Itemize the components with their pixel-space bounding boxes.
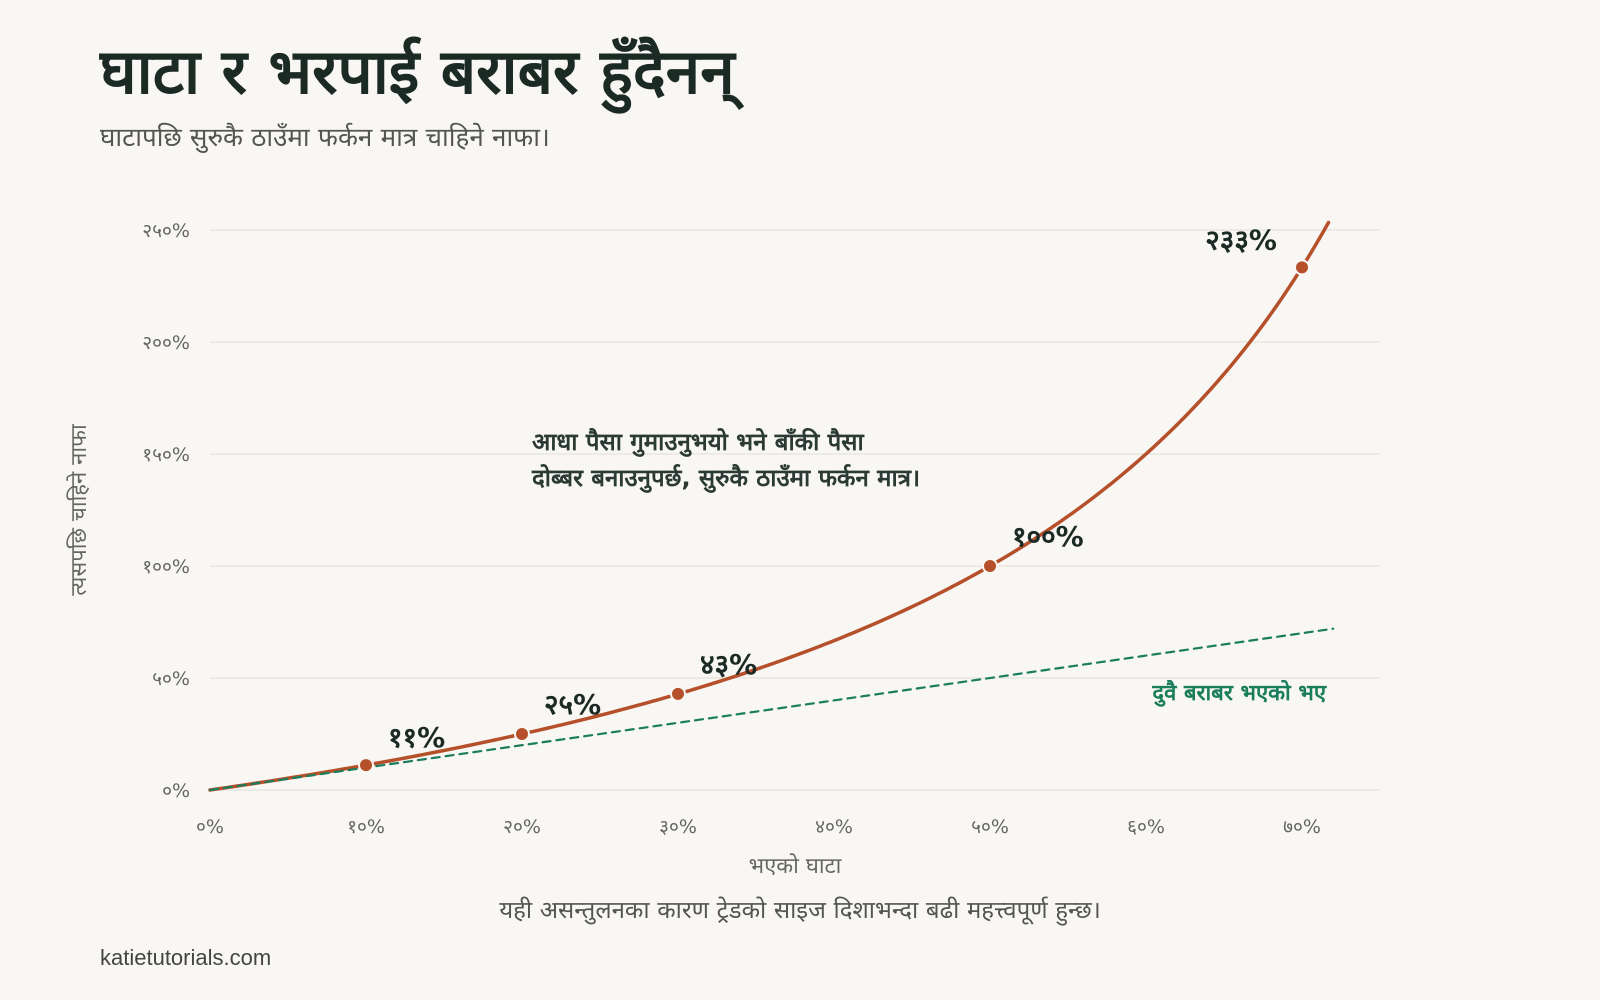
- series-line-required-gain: [208, 220, 1331, 792]
- data-label: २५%: [544, 688, 601, 721]
- y-tick-labels: ०% ५०% १००% १५०% २००% २५०%: [142, 220, 190, 802]
- x-tick-label: ०%: [196, 816, 224, 838]
- x-tick-label: १०%: [347, 816, 385, 838]
- x-tick-label: ७०%: [1283, 816, 1321, 838]
- data-label: २३३%: [1205, 223, 1277, 256]
- credit-link[interactable]: katietutorials.com: [100, 945, 272, 970]
- y-tick-label: २००%: [142, 332, 190, 354]
- page-title: घाटा र भरपाई बराबर हुँदैनन्: [100, 35, 735, 108]
- y-axis-label: त्यसपछि चाहिने नाफा: [66, 424, 92, 596]
- data-points: [358, 259, 1310, 774]
- footnote: यही असन्तुलनका कारण ट्रेडको साइज दिशाभन्…: [499, 896, 1101, 924]
- x-tick-label: ६०%: [1127, 816, 1165, 838]
- data-labels: ११% २५% ४३% १००% २३३%: [388, 223, 1277, 754]
- annotation-line: दोब्बर बनाउनुपर्छ, सुरुकै ठाउँमा फर्कन म…: [531, 464, 920, 493]
- data-point: [670, 685, 686, 702]
- y-tick-label: १५०%: [142, 444, 190, 466]
- x-tick-label: ३०%: [659, 816, 697, 838]
- data-point: [1294, 259, 1310, 276]
- x-tick-label: २०%: [503, 816, 541, 838]
- y-tick-label: १००%: [142, 556, 190, 578]
- series-lines: [208, 220, 1335, 792]
- chart-annotation: आधा पैसा गुमाउनुभयो भने बाँकी पैसा दोब्बर…: [531, 428, 920, 493]
- data-point: [982, 558, 998, 574]
- data-point: [514, 726, 530, 742]
- y-tick-label: ५०%: [152, 668, 190, 690]
- annotation-line: आधा पैसा गुमाउनुभयो भने बाँकी पैसा: [532, 428, 865, 457]
- grid-lines: [210, 229, 1380, 791]
- data-label: ११%: [388, 721, 445, 754]
- y-tick-label: २५०%: [142, 220, 190, 242]
- y-tick-label: ०%: [162, 780, 190, 802]
- data-point: [358, 757, 374, 774]
- data-label: ४३%: [700, 648, 757, 681]
- page-subtitle: घाटापछि सुरुकै ठाउँमा फर्कन मात्र चाहिने…: [100, 123, 550, 153]
- x-tick-label: ५०%: [971, 816, 1009, 838]
- series-label-breakeven: दुवै बराबर भएको भए: [1151, 679, 1326, 707]
- x-tick-labels: ०% १०% २०% ३०% ४०% ५०% ६०% ७०%: [196, 816, 1321, 838]
- x-tick-label: ४०%: [815, 816, 853, 838]
- x-axis-label: भएको घाटा: [749, 853, 842, 879]
- data-label: १००%: [1012, 520, 1084, 553]
- series-line-breakeven: [208, 627, 1335, 792]
